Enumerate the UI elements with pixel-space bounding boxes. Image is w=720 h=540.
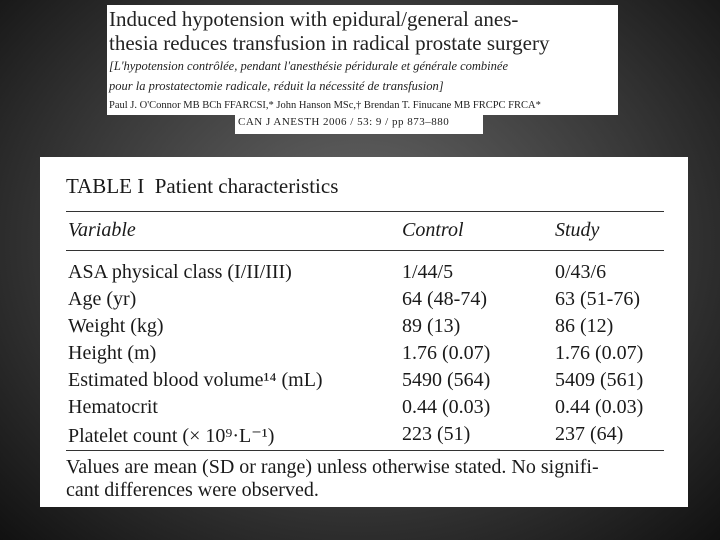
rule — [66, 250, 664, 251]
article-subtitle: pour la prostatectomie radicale, réduit … — [109, 79, 444, 93]
table: TABLE I Patient characteristics Values a… — [40, 157, 688, 507]
row-label: Hematocrit — [68, 396, 158, 418]
table-cell: 63 (51-76) — [555, 288, 640, 310]
article-title: Induced hypotension with epidural/genera… — [109, 7, 519, 31]
row-label: Estimated blood volume¹⁴ (mL) — [68, 369, 323, 391]
table-cell: 223 (51) — [402, 423, 471, 445]
table-label: TABLE I — [66, 174, 145, 198]
rule — [66, 211, 664, 212]
article-title: thesia reduces transfusion in radical pr… — [109, 31, 550, 55]
table-cell: 0/43/6 — [555, 261, 607, 283]
table-title: TABLE I Patient characteristics — [66, 174, 338, 199]
table-cell: 237 (64) — [555, 423, 624, 445]
row-label: ASA physical class (I/II/III) — [68, 261, 292, 283]
table-cell: 1/44/5 — [402, 261, 454, 283]
row-label: Height (m) — [68, 342, 157, 364]
table-cell: 0.44 (0.03) — [402, 396, 491, 418]
table-cell: 89 (13) — [402, 315, 461, 337]
table-cell: 0.44 (0.03) — [555, 396, 644, 418]
table-cell: 1.76 (0.07) — [402, 342, 491, 364]
article-subtitle: [L'hypotension contrôlée, pendant l'anes… — [109, 59, 509, 73]
row-label: Age (yr) — [68, 288, 137, 310]
citation-box: CAN J ANESTH 2006 / 53: 9 / pp 873–880 — [235, 113, 483, 134]
row-label: Weight (kg) — [68, 315, 164, 337]
footnote: cant differences were observed. — [66, 479, 319, 501]
article-authors: Paul J. O'Connor MB BCh FFARCSI,* John H… — [109, 100, 541, 111]
column-header: Study — [555, 219, 600, 241]
article-header: Induced hypotension with epidural/genera… — [107, 5, 618, 115]
table-cell: 64 (48-74) — [402, 288, 487, 310]
table-cell: 5409 (561) — [555, 369, 644, 391]
rule — [66, 450, 664, 451]
article-citation: CAN J ANESTH 2006 / 53: 9 / pp 873–880 — [238, 116, 450, 128]
table-cell: 86 (12) — [555, 315, 614, 337]
table-cell: 5490 (564) — [402, 369, 491, 391]
column-header: Variable — [68, 219, 136, 241]
footnote: Values are mean (SD or range) unless oth… — [66, 456, 599, 478]
column-header: Control — [402, 219, 464, 241]
table-caption: Patient characteristics — [154, 174, 339, 198]
row-label: Platelet count (× 10⁹·L⁻¹) — [68, 425, 275, 447]
table-cell: 1.76 (0.07) — [555, 342, 644, 364]
